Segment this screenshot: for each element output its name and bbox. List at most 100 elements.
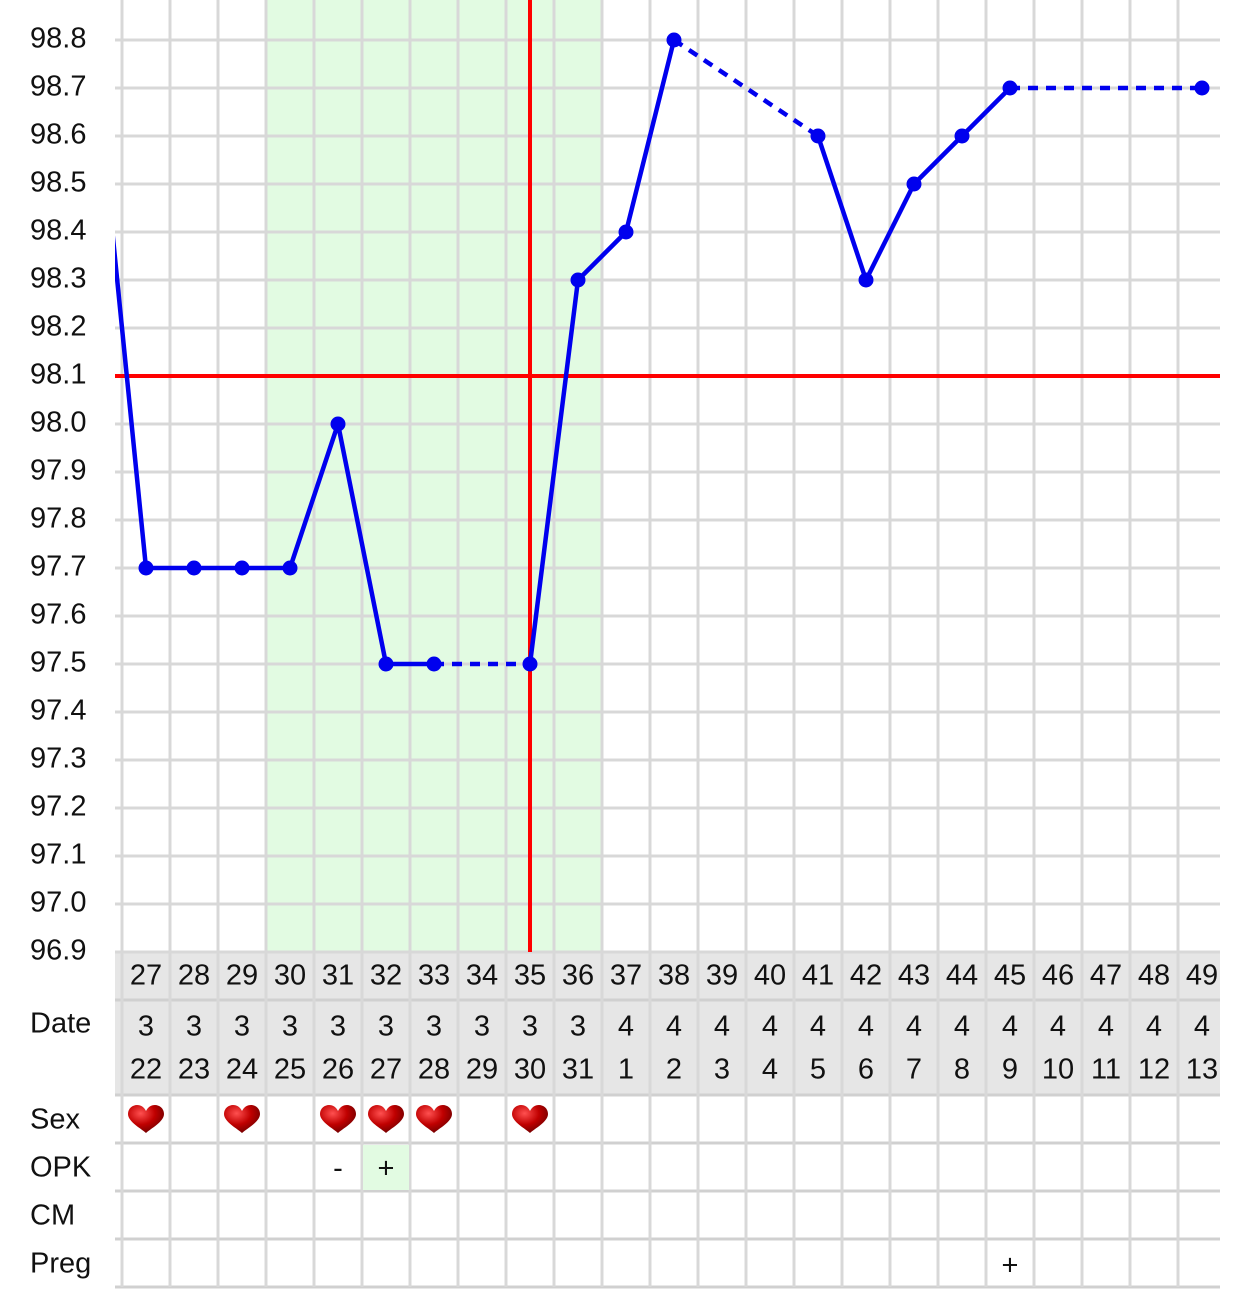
plot	[115, 0, 1220, 952]
column-cells: 40 4 4	[754, 960, 786, 1086]
date-day: 3	[714, 1054, 730, 1086]
date-day: 2	[666, 1054, 682, 1086]
row-label: OPK	[30, 1152, 92, 1184]
temperature-line	[527, 39, 677, 665]
y-tick-label: 97.1	[30, 839, 86, 871]
cycle-day: 29	[226, 960, 258, 992]
row-label: Date	[30, 1008, 91, 1040]
column-cells: 43 4 7	[898, 960, 930, 1086]
date-month: 4	[1194, 1011, 1210, 1043]
cycle-day: 41	[802, 960, 834, 992]
date-day: 31	[562, 1054, 594, 1086]
date-day: 6	[858, 1054, 874, 1086]
preg-result: +	[1002, 1250, 1019, 1282]
date-day: 24	[226, 1054, 258, 1086]
column-cells: 48 4 12	[1138, 960, 1170, 1086]
date-day: 10	[1042, 1054, 1074, 1086]
date-month: 4	[762, 1011, 778, 1043]
cycle-day: 39	[706, 960, 738, 992]
temperature-point	[858, 272, 874, 288]
temperature-point	[234, 560, 250, 576]
y-tick-label: 97.0	[30, 887, 86, 919]
opk-positive-bg	[363, 1145, 409, 1190]
cycle-day: 35	[514, 960, 546, 992]
column-cells: 38 4 2	[658, 960, 690, 1086]
temperature-point	[522, 656, 538, 672]
y-tick-label: 97.5	[30, 647, 86, 679]
date-month: 4	[810, 1011, 826, 1043]
column-cells: 46 4 10	[1042, 960, 1074, 1086]
column-cells: 42 4 6	[850, 960, 882, 1086]
temperature-point	[426, 656, 442, 672]
temperature-line	[115, 235, 434, 667]
date-month: 4	[618, 1011, 634, 1043]
row-label: CM	[30, 1200, 75, 1232]
temperature-point	[810, 128, 826, 144]
cycle-day: 43	[898, 960, 930, 992]
date-day: 7	[906, 1054, 922, 1086]
temperature-point	[618, 224, 634, 240]
cycle-day: 36	[562, 960, 594, 992]
date-month: 3	[186, 1011, 202, 1043]
date-day: 30	[514, 1054, 546, 1086]
cycle-day: 47	[1090, 960, 1122, 992]
date-month: 4	[1146, 1011, 1162, 1043]
cycle-day: 49	[1186, 960, 1218, 992]
temperature-point	[330, 416, 346, 432]
y-tick-label: 98.3	[30, 263, 86, 295]
temperature-gap-line	[672, 38, 820, 138]
date-month: 4	[1098, 1011, 1114, 1043]
date-month: 3	[522, 1011, 538, 1043]
date-day: 28	[418, 1054, 450, 1086]
cycle-day: 45	[994, 960, 1026, 992]
heart-icon	[128, 1105, 164, 1133]
date-day: 22	[130, 1054, 162, 1086]
cycle-day: 30	[274, 960, 306, 992]
temperature-point	[570, 272, 586, 288]
y-tick-label: 98.4	[30, 215, 86, 247]
cycle-day: 27	[130, 960, 162, 992]
column-cells: 45 4 9 +	[994, 960, 1026, 1282]
column-cells: 41 4 5	[802, 960, 834, 1086]
date-month: 3	[474, 1011, 490, 1043]
y-tick-label: 98.0	[30, 407, 86, 439]
plot-background	[115, 0, 1220, 1095]
y-tick-label: 98.2	[30, 311, 86, 343]
date-month: 4	[858, 1011, 874, 1043]
cycle-day: 48	[1138, 960, 1170, 992]
temperature-point	[186, 560, 202, 576]
cycle-day: 40	[754, 960, 786, 992]
date-day: 9	[1002, 1054, 1018, 1086]
date-day: 1	[618, 1054, 634, 1086]
heart-icon	[512, 1105, 548, 1133]
date-day: 5	[810, 1054, 826, 1086]
date-month: 3	[330, 1011, 346, 1043]
column-cells: 37 4 1	[610, 960, 642, 1086]
date-day: 25	[274, 1054, 306, 1086]
y-tick-label: 97.4	[30, 695, 86, 727]
cycle-day: 31	[322, 960, 354, 992]
heart-icon	[416, 1105, 452, 1133]
cycle-day: 42	[850, 960, 882, 992]
cycle-day: 28	[178, 960, 210, 992]
date-month: 4	[714, 1011, 730, 1043]
column-cells: 39 4 3	[706, 960, 738, 1086]
cycle-day: 26	[82, 960, 114, 992]
temperature-point	[954, 128, 970, 144]
cycle-day: 33	[418, 960, 450, 992]
date-month: 3	[138, 1011, 154, 1043]
date-day: 8	[954, 1054, 970, 1086]
date-month: 3	[282, 1011, 298, 1043]
cycle-day: 32	[370, 960, 402, 992]
y-tick-label: 98.6	[30, 119, 86, 151]
row-label: Preg	[30, 1248, 91, 1280]
column-cells: 26	[82, 960, 114, 992]
date-month: 3	[426, 1011, 442, 1043]
y-tick-label: 97.2	[30, 791, 86, 823]
date-day: 13	[1186, 1054, 1218, 1086]
heart-icon	[368, 1105, 404, 1133]
date-month: 4	[906, 1011, 922, 1043]
temperature-point	[1002, 80, 1018, 96]
temperature-point	[1194, 80, 1210, 96]
